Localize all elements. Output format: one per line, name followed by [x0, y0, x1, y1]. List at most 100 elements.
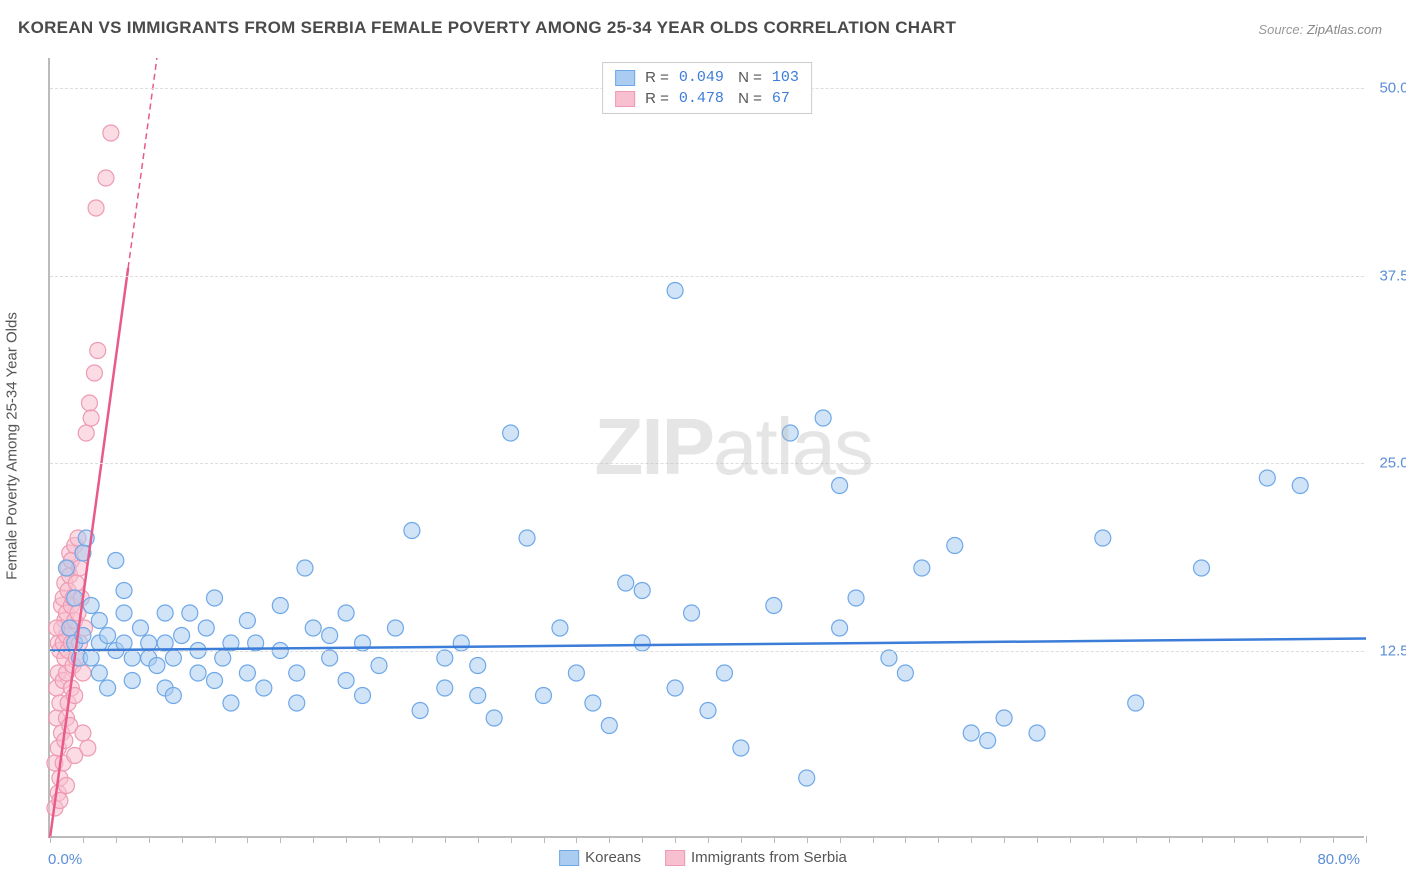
point-koreans — [716, 665, 732, 681]
x-tick — [609, 836, 610, 843]
point-koreans — [568, 665, 584, 681]
r-label: R = — [645, 90, 669, 107]
x-tick — [1333, 836, 1334, 843]
n-value-serbia: 67 — [772, 90, 790, 107]
point-koreans — [914, 560, 930, 576]
point-koreans — [305, 620, 321, 636]
point-serbia — [78, 425, 94, 441]
x-tick — [741, 836, 742, 843]
source-value: ZipAtlas.com — [1307, 22, 1382, 37]
point-serbia — [81, 395, 97, 411]
x-tick — [1004, 836, 1005, 843]
x-tick — [1169, 836, 1170, 843]
point-koreans — [272, 598, 288, 614]
legend-item-koreans: Koreans — [559, 849, 641, 866]
point-koreans — [667, 283, 683, 299]
r-value-koreans: 0.049 — [679, 69, 724, 86]
point-koreans — [207, 590, 223, 606]
x-tick — [379, 836, 380, 843]
point-koreans — [963, 725, 979, 741]
point-koreans — [585, 695, 601, 711]
point-serbia — [68, 575, 84, 591]
point-koreans — [256, 680, 272, 696]
point-koreans — [239, 613, 255, 629]
point-koreans — [1194, 560, 1210, 576]
point-koreans — [815, 410, 831, 426]
point-koreans — [215, 650, 231, 666]
source-label: Source: — [1258, 22, 1303, 37]
point-koreans — [700, 703, 716, 719]
x-tick — [840, 836, 841, 843]
grid-line — [50, 651, 1364, 652]
n-value-koreans: 103 — [772, 69, 799, 86]
point-koreans — [667, 680, 683, 696]
point-koreans — [618, 575, 634, 591]
y-tick-label: 37.5% — [1372, 267, 1406, 284]
y-axis-label: Female Poverty Among 25-34 Year Olds — [4, 312, 21, 580]
r-label: R = — [645, 69, 669, 86]
r-value-serbia: 0.478 — [679, 90, 724, 107]
chart-svg — [50, 58, 1364, 836]
point-koreans — [1128, 695, 1144, 711]
point-koreans — [947, 538, 963, 554]
point-koreans — [536, 688, 552, 704]
point-koreans — [453, 635, 469, 651]
point-koreans — [832, 620, 848, 636]
x-tick — [1070, 836, 1071, 843]
point-koreans — [996, 710, 1012, 726]
point-serbia — [90, 343, 106, 359]
x-tick — [1234, 836, 1235, 843]
x-tick — [247, 836, 248, 843]
x-tick — [576, 836, 577, 843]
x-tick — [1202, 836, 1203, 843]
legend-row-koreans: R = 0.049 N = 103 — [615, 67, 799, 88]
x-tick — [1267, 836, 1268, 843]
x-tick — [346, 836, 347, 843]
x-tick — [412, 836, 413, 843]
point-koreans — [387, 620, 403, 636]
point-koreans — [634, 583, 650, 599]
x-tick — [1300, 836, 1301, 843]
point-koreans — [1029, 725, 1045, 741]
x-tick — [83, 836, 84, 843]
point-koreans — [437, 650, 453, 666]
x-tick — [938, 836, 939, 843]
point-koreans — [338, 673, 354, 689]
point-koreans — [486, 710, 502, 726]
point-koreans — [766, 598, 782, 614]
point-koreans — [1259, 470, 1275, 486]
point-koreans — [83, 650, 99, 666]
x-end-label: 80.0% — [1317, 851, 1360, 868]
x-origin-label: 0.0% — [48, 851, 82, 868]
point-serbia — [67, 748, 83, 764]
point-koreans — [1292, 478, 1308, 494]
point-koreans — [848, 590, 864, 606]
swatch-koreans-bottom — [559, 850, 579, 866]
swatch-serbia-bottom — [665, 850, 685, 866]
point-koreans — [132, 620, 148, 636]
x-tick — [1103, 836, 1104, 843]
x-tick — [50, 836, 51, 843]
point-koreans — [165, 650, 181, 666]
point-koreans — [198, 620, 214, 636]
point-koreans — [980, 733, 996, 749]
x-tick — [116, 836, 117, 843]
point-koreans — [91, 613, 107, 629]
x-tick — [149, 836, 150, 843]
point-koreans — [782, 425, 798, 441]
point-koreans — [58, 560, 74, 576]
point-koreans — [116, 583, 132, 599]
x-tick — [1037, 836, 1038, 843]
x-tick — [708, 836, 709, 843]
point-koreans — [503, 425, 519, 441]
point-serbia — [103, 125, 119, 141]
n-label: N = — [734, 69, 762, 86]
plot-area: R = 0.049 N = 103 R = 0.478 N = 67 ZIPat… — [48, 58, 1364, 838]
point-koreans — [684, 605, 700, 621]
point-koreans — [157, 605, 173, 621]
point-serbia — [88, 200, 104, 216]
point-koreans — [239, 665, 255, 681]
x-tick — [905, 836, 906, 843]
chart-title: KOREAN VS IMMIGRANTS FROM SERBIA FEMALE … — [18, 18, 956, 38]
point-serbia — [83, 410, 99, 426]
